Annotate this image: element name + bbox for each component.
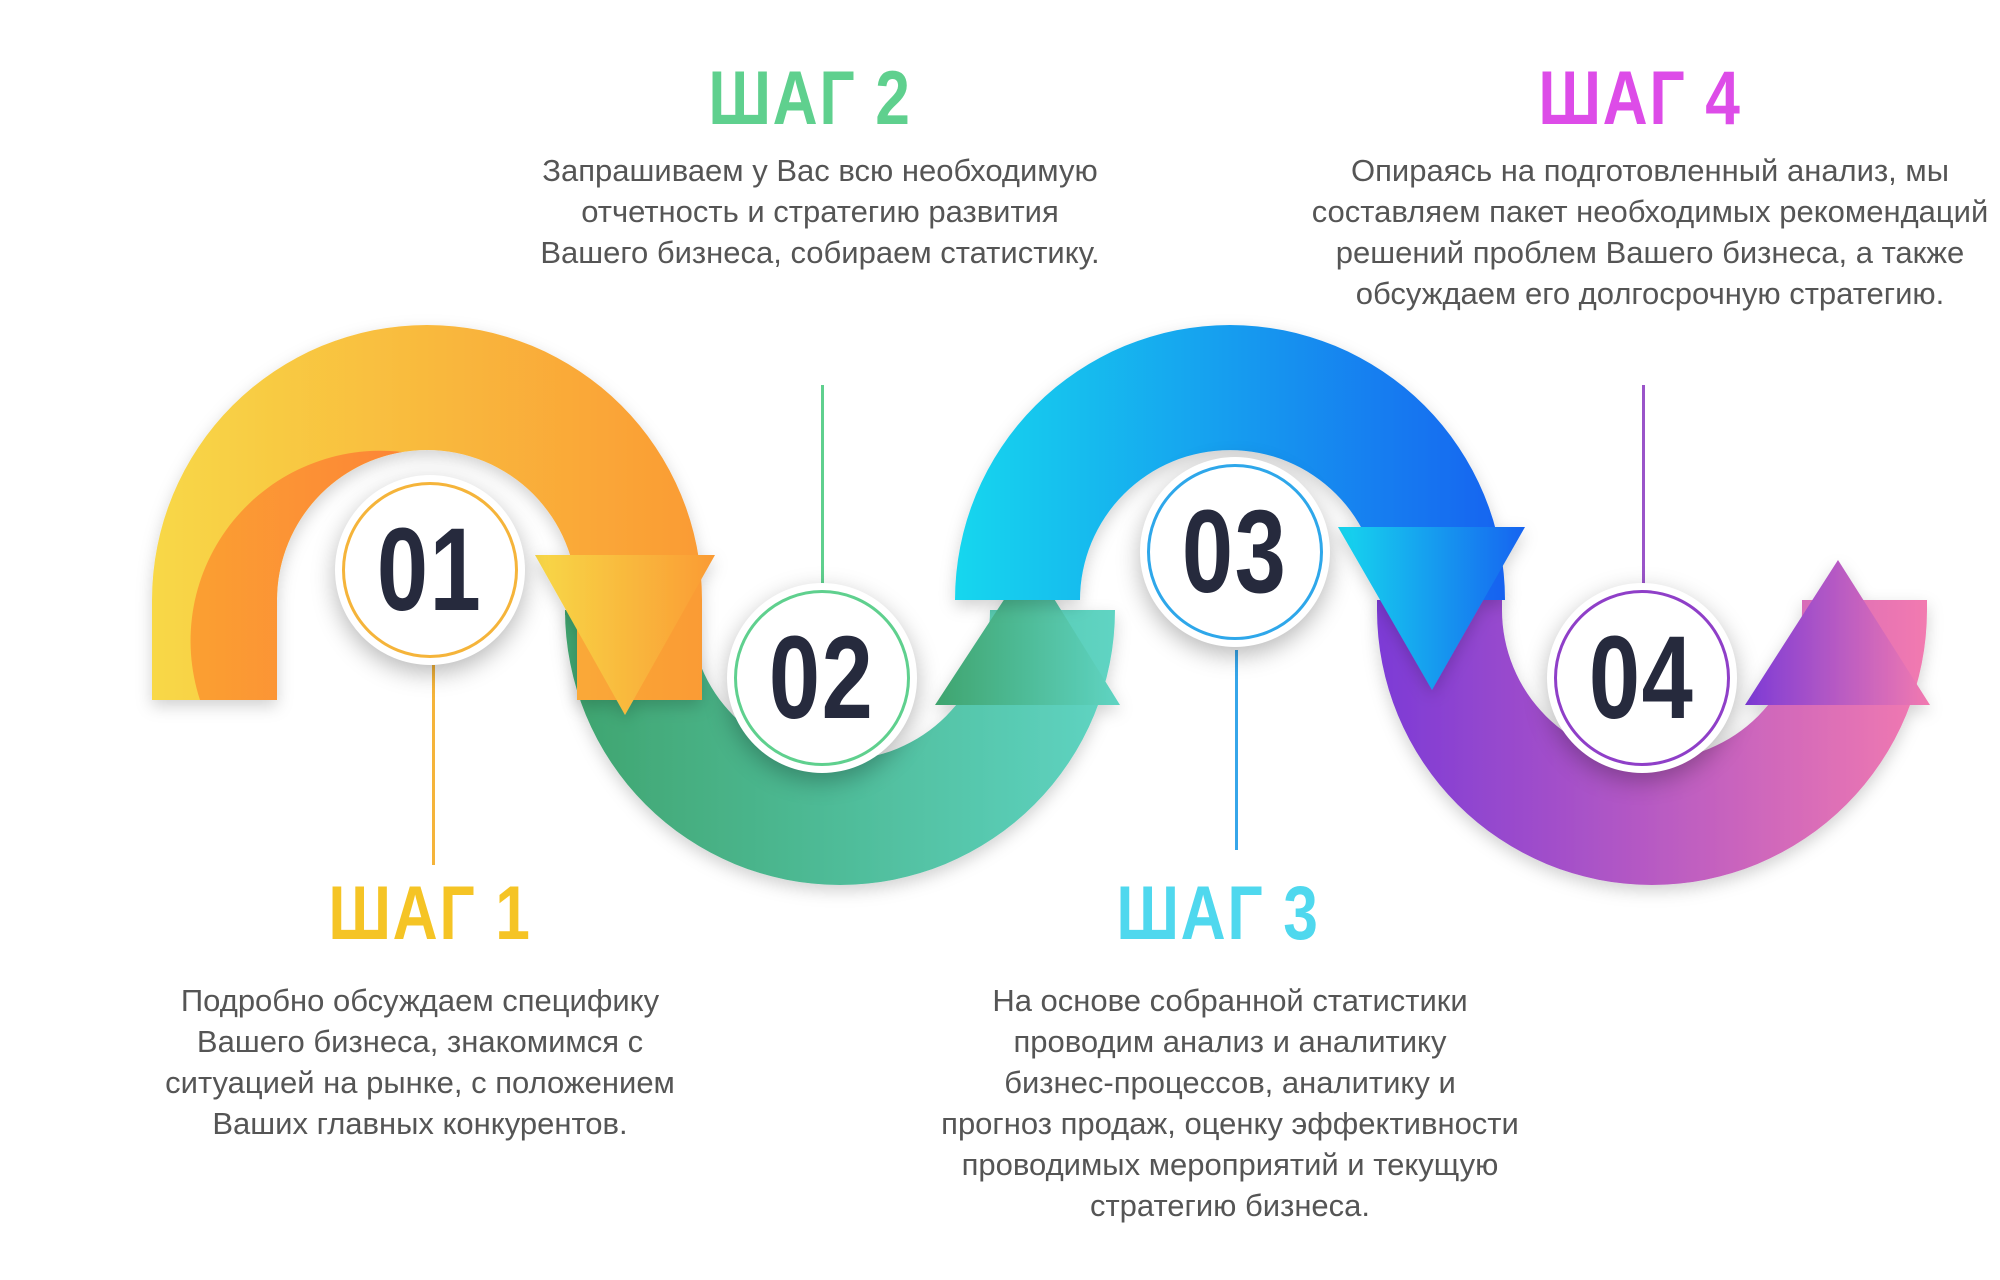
- arrow-segment-4-head: [1745, 560, 1930, 705]
- step-3-line: проводимых мероприятий и текущую: [961, 1147, 1499, 1182]
- step-3-line: бизнес-процессов, аналитику и: [1004, 1065, 1456, 1100]
- step-3-badge: 03: [1140, 457, 1330, 647]
- arrow-segment-1-body: [152, 325, 702, 700]
- step-2-line: отчетность и стратегию развития: [581, 194, 1059, 229]
- step-4-line: обсуждаем его долгосрочную стратегию.: [1355, 276, 1945, 311]
- step-3-number: 03: [1182, 486, 1288, 618]
- arrow-segment-1: [152, 325, 715, 715]
- step-3-line: прогноз продаж, оценку эффективности: [941, 1106, 1519, 1141]
- step-1-title: ШАГ 1: [328, 871, 532, 956]
- step-3-title: ШАГ 3: [1116, 871, 1320, 956]
- step-4-line: решений проблем Вашего бизнеса, а также: [1335, 235, 1965, 270]
- step-2-badge: 02: [727, 583, 917, 773]
- step-1-description: Подробно обсуждаем специфику Вашего бизн…: [150, 980, 690, 1144]
- step-1-line: ситуацией на рынке, с положением: [165, 1065, 675, 1100]
- step-4-description: Опираясь на подготовленный анализ, мы со…: [1310, 150, 1990, 314]
- step-3-line: стратегию бизнеса.: [1089, 1188, 1371, 1223]
- step-4-title: ШАГ 4: [1538, 56, 1742, 141]
- step-2-line: Вашего бизнеса, собираем статистику.: [540, 235, 1100, 270]
- step-4-number: 04: [1589, 612, 1695, 744]
- step-2-number: 02: [769, 612, 875, 744]
- step-1-line: Подробно обсуждаем специфику: [180, 983, 660, 1018]
- step-2-title: ШАГ 2: [708, 56, 912, 141]
- stem-2: [821, 385, 824, 585]
- arrow-segment-3-head: [1338, 527, 1525, 690]
- step-3-description: На основе собранной статистики проводим …: [930, 980, 1530, 1226]
- step-3-line: На основе собранной статистики: [992, 983, 1468, 1018]
- arrow-segment-2-head: [935, 560, 1120, 705]
- step-4-badge: 04: [1547, 583, 1737, 773]
- step-3-line: проводим анализ и аналитику: [1013, 1024, 1447, 1059]
- step-4-line: составляем пакет необходимых рекомендаци…: [1311, 194, 1989, 229]
- arrow-segment-1-head: [535, 555, 715, 715]
- stem-4: [1642, 385, 1645, 585]
- step-2-line: Запрашиваем у Вас всю необходимую: [542, 153, 1098, 188]
- arrow-segment-3: [955, 325, 1525, 690]
- step-1-badge: 01: [335, 475, 525, 665]
- stem-1: [432, 665, 435, 865]
- stem-3: [1235, 650, 1238, 850]
- step-2-description: Запрашиваем у Вас всю необходимую отчетн…: [535, 150, 1105, 273]
- arrow-segment-2: [565, 560, 1120, 885]
- step-4-line: Опираясь на подготовленный анализ, мы: [1350, 153, 1949, 188]
- step-1-line: Ваших главных конкурентов.: [212, 1106, 628, 1141]
- step-1-number: 01: [377, 504, 483, 636]
- arrow-segment-1-shade: [190, 450, 402, 700]
- arrow-segment-4: [1377, 560, 1930, 885]
- step-1-line: Вашего бизнеса, знакомимся с: [196, 1024, 644, 1059]
